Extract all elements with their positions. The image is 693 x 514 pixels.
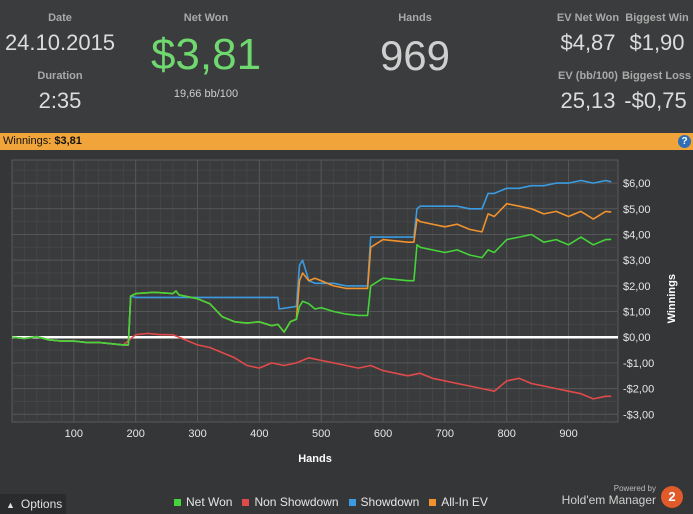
legend-swatch-net-won bbox=[174, 498, 181, 506]
x-tick-label: 900 bbox=[559, 428, 577, 440]
biggest-win-value: $1,90 bbox=[629, 30, 685, 55]
legend-label-non-showdown: Non Showdown bbox=[254, 495, 339, 509]
ev-bb100-label: EV (bb/100) bbox=[558, 70, 618, 82]
caret-up-icon: ▲ bbox=[6, 500, 15, 510]
net-won-value: $3,81 bbox=[150, 30, 262, 79]
legend-swatch-showdown bbox=[348, 498, 356, 506]
y-tick-label: $6,00 bbox=[623, 178, 651, 190]
y-tick-label: $5,00 bbox=[623, 204, 651, 216]
y-tick-label: $3,00 bbox=[623, 255, 651, 267]
x-axis-label: Hands bbox=[298, 453, 332, 465]
y-tick-label: $4,00 bbox=[623, 229, 651, 241]
y-tick-label: -$1,00 bbox=[623, 358, 654, 370]
legend-label-showdown: Showdown bbox=[360, 495, 420, 509]
y-tick-label: -$2,00 bbox=[623, 384, 654, 396]
series-net-won bbox=[11, 233, 612, 346]
x-tick-label: 300 bbox=[188, 428, 206, 440]
hem-logo-icon: 2 bbox=[661, 486, 683, 508]
x-tick-label: 800 bbox=[498, 428, 516, 440]
legend-label-net-won: Net Won bbox=[186, 495, 233, 509]
duration-value: 2:35 bbox=[38, 88, 82, 113]
winnings-label: Winnings: bbox=[3, 135, 52, 147]
hands-value: 969 bbox=[379, 32, 451, 79]
brand-name: Hold'em Manager bbox=[561, 493, 656, 507]
ev-bb100-value: 25,13 bbox=[560, 88, 616, 113]
x-tick-label: 600 bbox=[374, 428, 392, 440]
help-icon[interactable]: ? bbox=[678, 135, 691, 148]
date-value: 24.10.2015 bbox=[4, 30, 116, 55]
x-tick-label: 200 bbox=[126, 428, 144, 440]
y-tick-label: $0,00 bbox=[623, 332, 651, 344]
x-tick-label: 700 bbox=[436, 428, 454, 440]
footer: ▲ Options Net Won Non Showdown Showdown A… bbox=[0, 482, 693, 514]
legend-item-showdown[interactable]: Showdown bbox=[348, 495, 420, 509]
biggest-loss-label: Biggest Loss bbox=[621, 70, 692, 82]
x-tick-label: 500 bbox=[312, 428, 330, 440]
legend-swatch-all-in-ev bbox=[429, 498, 437, 506]
y-tick-label: -$3,00 bbox=[623, 409, 654, 421]
ev-net-won-value: $4,87 bbox=[560, 30, 616, 55]
winnings-chart-svg: 100 200 300 400 500 600 700 800 900 -$3,00 -$2,00 -… bbox=[11, 159, 678, 465]
net-won-bb100: 19,66 bb/100 bbox=[173, 88, 239, 100]
winnings-value: $3,81 bbox=[54, 135, 82, 147]
ev-net-won-label: EV Net Won bbox=[556, 12, 620, 24]
legend-swatch-non-showdown bbox=[242, 498, 250, 506]
options-label: Options bbox=[20, 497, 63, 511]
winnings-summary: Winnings: $3,81 bbox=[3, 135, 82, 147]
duration-label: Duration bbox=[37, 70, 83, 82]
winnings-bar: Winnings: $3,81 ? bbox=[0, 133, 693, 150]
powered-by-text: Powered by bbox=[613, 484, 656, 493]
date-label: Date bbox=[48, 12, 72, 24]
biggest-loss-value: -$0,75 bbox=[624, 88, 687, 113]
biggest-win-label: Biggest Win bbox=[625, 12, 689, 24]
winnings-chart: 100 200 300 400 500 600 700 800 900 -$3,00 -$2,00 -… bbox=[0, 150, 693, 482]
y-tick-label: $1,00 bbox=[623, 307, 651, 319]
hands-label: Hands bbox=[398, 12, 432, 24]
x-tick-label: 400 bbox=[250, 428, 268, 440]
x-tick-label: 100 bbox=[65, 428, 83, 440]
legend-label-all-in-ev: All-In EV bbox=[441, 495, 488, 509]
stats-panel: Date 24.10.2015 Duration 2:35 Net Won $3… bbox=[0, 0, 693, 133]
net-won-label: Net Won bbox=[183, 12, 229, 24]
options-button[interactable]: ▲ Options bbox=[0, 494, 66, 514]
y-tick-label: $2,00 bbox=[623, 281, 651, 293]
chart-legend: Net Won Non Showdown Showdown All-In EV bbox=[174, 494, 488, 510]
y-axis-label: Winnings bbox=[666, 274, 678, 323]
legend-item-all-in-ev[interactable]: All-In EV bbox=[429, 495, 488, 509]
legend-item-non-showdown[interactable]: Non Showdown bbox=[242, 495, 339, 509]
legend-item-net-won[interactable]: Net Won bbox=[174, 495, 232, 509]
plot-area bbox=[11, 159, 619, 423]
